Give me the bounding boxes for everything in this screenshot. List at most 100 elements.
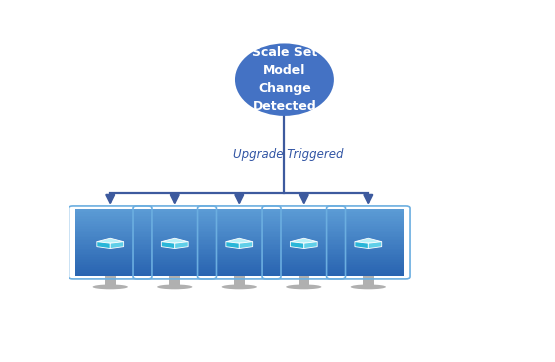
Bar xyxy=(139,270,210,272)
Bar xyxy=(75,212,145,214)
Bar xyxy=(269,242,339,244)
Bar xyxy=(75,236,145,237)
Ellipse shape xyxy=(286,285,321,289)
Bar xyxy=(75,237,145,239)
Bar xyxy=(204,217,275,219)
Bar xyxy=(333,249,403,251)
Bar xyxy=(204,254,275,256)
Bar xyxy=(204,274,275,275)
Polygon shape xyxy=(355,238,382,243)
Bar xyxy=(204,216,275,218)
Bar xyxy=(333,251,403,252)
Bar xyxy=(139,227,210,229)
Bar xyxy=(139,214,210,216)
Bar xyxy=(139,237,210,239)
Bar xyxy=(204,224,275,226)
Bar xyxy=(204,252,275,254)
Bar xyxy=(139,244,210,246)
Polygon shape xyxy=(162,242,175,249)
Bar xyxy=(333,247,403,249)
Bar xyxy=(75,209,145,211)
Bar xyxy=(269,209,339,211)
Bar xyxy=(204,270,275,272)
Ellipse shape xyxy=(93,285,128,289)
Bar xyxy=(139,264,210,266)
Polygon shape xyxy=(97,242,110,249)
Bar xyxy=(75,260,145,262)
Bar xyxy=(333,264,403,266)
Bar xyxy=(269,227,339,229)
Bar xyxy=(75,240,145,243)
Bar xyxy=(269,270,339,272)
Bar xyxy=(139,245,210,247)
Bar xyxy=(204,229,275,231)
Bar xyxy=(269,260,339,262)
Bar xyxy=(269,267,339,269)
Bar xyxy=(333,242,403,244)
Bar xyxy=(139,259,210,261)
Bar xyxy=(139,242,210,244)
Bar xyxy=(204,264,275,266)
Bar xyxy=(75,219,145,221)
Bar xyxy=(204,256,275,257)
Bar xyxy=(269,259,339,261)
Bar xyxy=(139,269,210,271)
Bar xyxy=(269,262,339,264)
Bar xyxy=(333,226,403,228)
Bar xyxy=(204,212,275,214)
Bar xyxy=(204,231,275,232)
Bar xyxy=(204,227,275,229)
Bar xyxy=(75,264,145,266)
Bar xyxy=(75,265,145,267)
Bar xyxy=(269,269,339,271)
Polygon shape xyxy=(110,242,124,249)
Bar xyxy=(75,259,145,261)
Bar xyxy=(333,252,403,254)
Bar xyxy=(204,226,275,228)
Bar xyxy=(269,256,339,257)
Bar xyxy=(75,249,145,251)
Bar xyxy=(269,251,339,252)
Bar xyxy=(269,217,339,219)
Bar xyxy=(139,234,210,236)
Bar xyxy=(269,239,339,241)
Bar xyxy=(139,256,210,257)
Bar xyxy=(269,229,339,231)
Bar xyxy=(333,237,403,239)
Bar xyxy=(139,224,210,226)
Bar xyxy=(333,270,403,272)
Bar xyxy=(333,239,403,241)
Bar xyxy=(204,219,275,221)
Bar xyxy=(204,240,275,243)
Bar xyxy=(105,275,115,286)
Bar xyxy=(204,269,275,271)
Bar xyxy=(269,224,339,226)
Bar xyxy=(204,209,275,211)
Bar xyxy=(75,269,145,271)
Bar xyxy=(204,211,275,212)
Bar xyxy=(204,220,275,223)
Bar xyxy=(204,251,275,252)
Bar xyxy=(204,257,275,259)
Polygon shape xyxy=(355,242,369,249)
Bar xyxy=(204,214,275,216)
Bar xyxy=(139,216,210,218)
Bar xyxy=(333,209,403,211)
Bar xyxy=(139,240,210,243)
Bar xyxy=(75,262,145,264)
Bar xyxy=(75,239,145,241)
Bar xyxy=(139,236,210,237)
Bar xyxy=(269,226,339,228)
Bar xyxy=(269,272,339,274)
Text: Upgrade Triggered: Upgrade Triggered xyxy=(233,148,344,161)
Bar xyxy=(269,274,339,275)
Text: Scale Set
Model
Change
Detected: Scale Set Model Change Detected xyxy=(252,46,317,113)
Bar xyxy=(333,224,403,226)
Bar xyxy=(269,245,339,247)
Bar xyxy=(139,260,210,262)
Polygon shape xyxy=(226,238,253,243)
Bar xyxy=(269,244,339,246)
Polygon shape xyxy=(290,238,317,243)
Bar xyxy=(333,214,403,216)
Bar xyxy=(269,231,339,232)
